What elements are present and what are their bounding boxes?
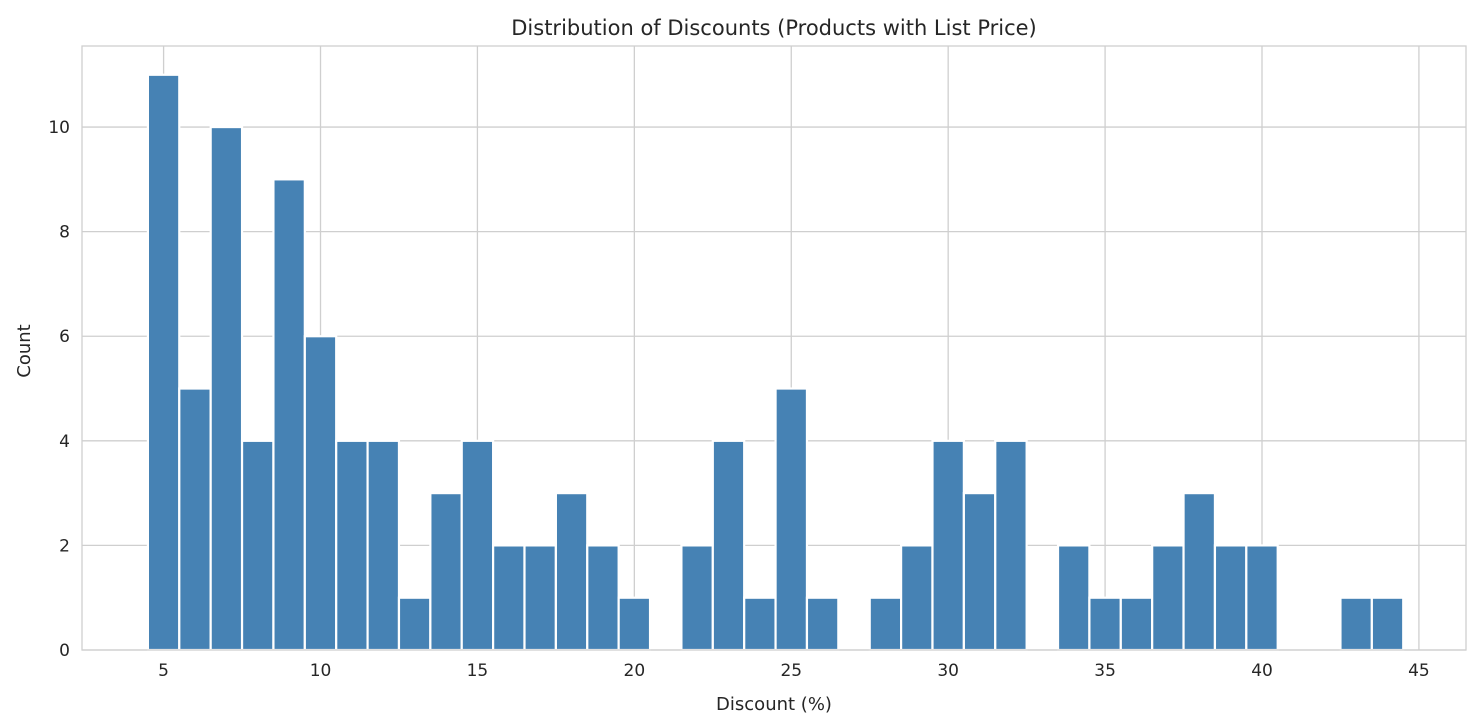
histogram-bar [1119, 596, 1154, 652]
histogram-bar [1370, 596, 1405, 652]
y-axis-label: Count [14, 324, 35, 377]
y-tick-labels: 0 2 4 6 8 10 [48, 118, 70, 661]
histogram-bar [146, 73, 181, 652]
x-tick-label: 30 [937, 661, 959, 681]
x-tick-label: 5 [158, 661, 169, 681]
histogram-bar [711, 439, 746, 652]
x-tick-label: 20 [624, 661, 646, 681]
histogram-bar [335, 439, 369, 652]
y-tick-label: 10 [48, 118, 70, 138]
histogram-bar [366, 439, 401, 652]
x-tick-label: 15 [467, 661, 489, 681]
y-tick-label: 6 [59, 327, 70, 347]
histogram-bar [774, 387, 809, 652]
x-tick-label: 35 [1094, 661, 1116, 681]
x-tick-label: 25 [780, 661, 802, 681]
histogram-bar [303, 335, 338, 652]
histogram-bar [900, 544, 934, 652]
histogram-bar [209, 125, 244, 652]
chart-title: Distribution of Discounts (Products with… [511, 16, 1037, 40]
histogram-bar [1245, 544, 1279, 652]
y-tick-label: 8 [59, 223, 70, 243]
histogram-bar [1088, 596, 1122, 652]
x-tick-labels: 5 10 15 20 25 30 35 40 45 [158, 661, 1430, 681]
bars [146, 73, 1405, 652]
histogram-bar [931, 439, 965, 652]
histogram-bar [460, 439, 495, 652]
histogram-bar [868, 596, 903, 652]
histogram-bar [1056, 544, 1091, 652]
histogram-bar [586, 544, 620, 652]
x-tick-label: 45 [1408, 661, 1430, 681]
histogram-bar [743, 596, 777, 652]
histogram-bar [523, 544, 557, 652]
y-tick-label: 4 [59, 432, 70, 452]
histogram-bar [397, 596, 432, 652]
histogram-bar [429, 492, 463, 652]
histogram-bar [554, 492, 589, 652]
histogram-bar [1213, 544, 1248, 652]
histogram-bar [680, 544, 714, 652]
histogram-bar [272, 178, 306, 652]
histogram-bar [617, 596, 652, 652]
x-axis-label: Discount (%) [716, 694, 832, 715]
y-tick-label: 2 [59, 536, 70, 556]
histogram-bar [240, 439, 275, 652]
histogram-bar [805, 596, 840, 652]
histogram-bar [492, 544, 526, 652]
histogram-bar [1182, 492, 1217, 652]
plot-frame [81, 45, 1467, 651]
histogram-bar [178, 387, 212, 652]
histogram-bar [994, 439, 1028, 652]
histogram-bar [1339, 596, 1373, 652]
x-tick-label: 40 [1251, 661, 1273, 681]
x-tick-label: 10 [310, 661, 332, 681]
y-tick-label: 0 [59, 641, 70, 661]
histogram-bar [1151, 544, 1185, 652]
histogram-bar [962, 492, 997, 652]
